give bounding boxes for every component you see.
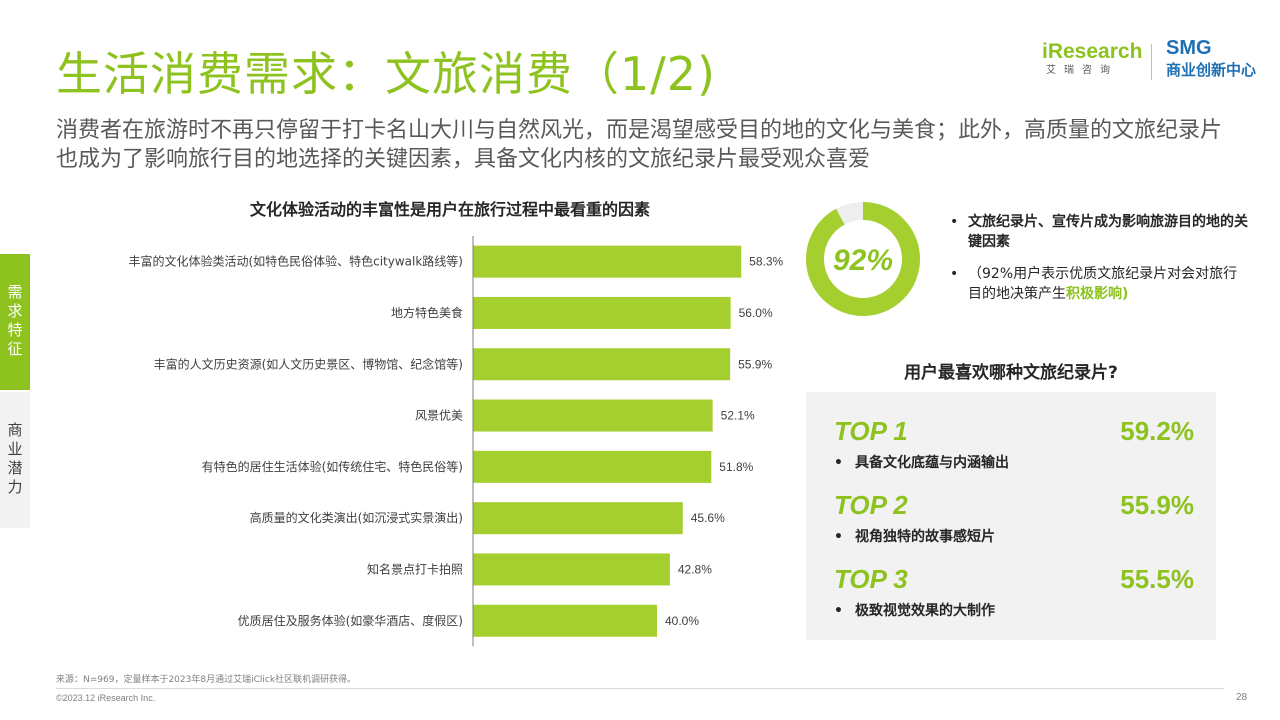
ranking-item: TOP 1 59.2% 具备文化底蕴与内涵输出 [834,416,1194,472]
page-number: 28 [1236,692,1248,703]
category-label: 有特色的居住生活体验(如传统住宅、特色民俗等) [202,459,463,474]
logo-divider [1151,44,1152,80]
bar [473,245,742,278]
data-label: 51.8% [719,460,753,474]
donut-arc [806,202,920,316]
highlight-bullets: • 文旅纪录片、宣传片成为影响旅游目的地的关键因素 • （92%用户表示优质文旅… [950,212,1250,316]
page-title: 生活消费需求：文旅消费（1/2) [56,47,716,101]
bullet-text: 文旅纪录片、宣传片成为影响旅游目的地的关键因素 [968,214,1248,250]
category-label: 风景优美 [415,409,463,423]
data-label: 45.6% [691,511,725,525]
source-note: 来源：N=969，定量样本于2023年8月通过艾瑞iClick社区联机调研获得。 [56,675,357,685]
bar [473,604,657,637]
bar [473,502,683,535]
bullet-text-main: （92%用户表示优质文旅纪录片对会对旅行目的地决策产生 [968,266,1238,302]
bar [473,296,731,329]
data-label: 40.0% [665,614,699,628]
ranking-rank: TOP 1 [834,416,908,446]
ranking-value: 59.2% [1120,416,1194,446]
category-label: 丰富的人文历史资源(如人文历史景区、博物馆、纪念馆等) [154,356,463,371]
ranking-rank: TOP 3 [834,564,908,594]
ranking-item: TOP 3 55.5% 极致视觉效果的大制作 [834,564,1194,620]
ranking-rank: TOP 2 [834,490,908,520]
category-label: 丰富的文化体验类活动(如特色民俗体验、特色citywalk路线等) [128,254,463,269]
smg-logo: SMG 商业创新中心 [1166,36,1276,86]
bullet-item: • （92%用户表示优质文旅纪录片对会对旅行目的地决策产生积极影响) [950,264,1250,304]
ranking-item: TOP 2 55.9% 视角独特的故事感短片 [834,490,1194,546]
page-subtitle: 消费者在旅游时不再只停留于打卡名山大川与自然风光，而是渴望感受目的地的文化与美食… [56,118,1223,172]
ranking-label: 具备文化底蕴与内涵输出 [834,452,1194,472]
data-label: 42.8% [678,562,712,576]
bar [473,348,731,381]
category-label: 地方特色美食 [391,305,463,320]
iresearch-logo-mark: iResearch [1042,40,1143,63]
donut-percent-label: 92% [833,244,893,277]
iresearch-logo-subtitle: 艾瑞咨询 [1046,65,1118,76]
smg-logo-mark: SMG [1166,37,1212,59]
bar [473,553,670,586]
donut-chart: 92% [806,202,920,316]
ranking-value: 55.9% [1120,490,1194,520]
chart-title: 文化体验活动的丰富性是用户在旅行过程中最看重的因素 [249,200,650,219]
data-label: 58.3% [749,255,783,269]
ranking-label: 极致视觉效果的大制作 [834,600,1194,620]
category-label: 知名景点打卡拍照 [367,561,463,576]
ranking-value: 55.5% [1120,564,1194,594]
footer-divider [56,688,1224,689]
iresearch-logo: iResearch 艾瑞咨询 [1042,40,1142,84]
bullet-text: （92%用户表示优质文旅纪录片对会对旅行目的地决策产生积极影响) [968,264,1250,304]
bullet-dot: • [950,214,959,230]
data-label: 55.9% [738,357,772,371]
copyright: ©2023.12 iResearch Inc. [56,693,156,703]
bullet-text-highlight: 积极影响) [1066,286,1129,302]
category-label: 高质量的文化类演出(如沉浸式实景演出) [250,510,463,525]
ranking-title: 用户最喜欢哪种文旅纪录片? [904,363,1118,383]
ranking-panel: TOP 1 59.2% 具备文化底蕴与内涵输出 TOP 2 55.9% 视角独特… [806,392,1216,640]
bar [473,399,713,432]
bar [473,450,712,483]
bullet-item: • 文旅纪录片、宣传片成为影响旅游目的地的关键因素 [950,212,1250,252]
ranking-label: 视角独特的故事感短片 [834,526,1194,546]
bar-chart: 丰富的文化体验类活动(如特色民俗体验、特色citywalk路线等) 58.3% 地方… [128,236,784,647]
smg-logo-subtitle: 商业创新中心 [1166,61,1257,79]
bullet-dot: • [950,266,959,282]
data-label: 56.0% [739,306,773,320]
side-tab-business-potential[interactable]: 商业潜力 [0,392,30,528]
side-tab-demand-features[interactable]: 需求特征 [0,254,30,390]
data-label: 52.1% [721,409,755,423]
category-label: 优质居住及服务体验(如豪华酒店、度假区) [238,613,463,628]
